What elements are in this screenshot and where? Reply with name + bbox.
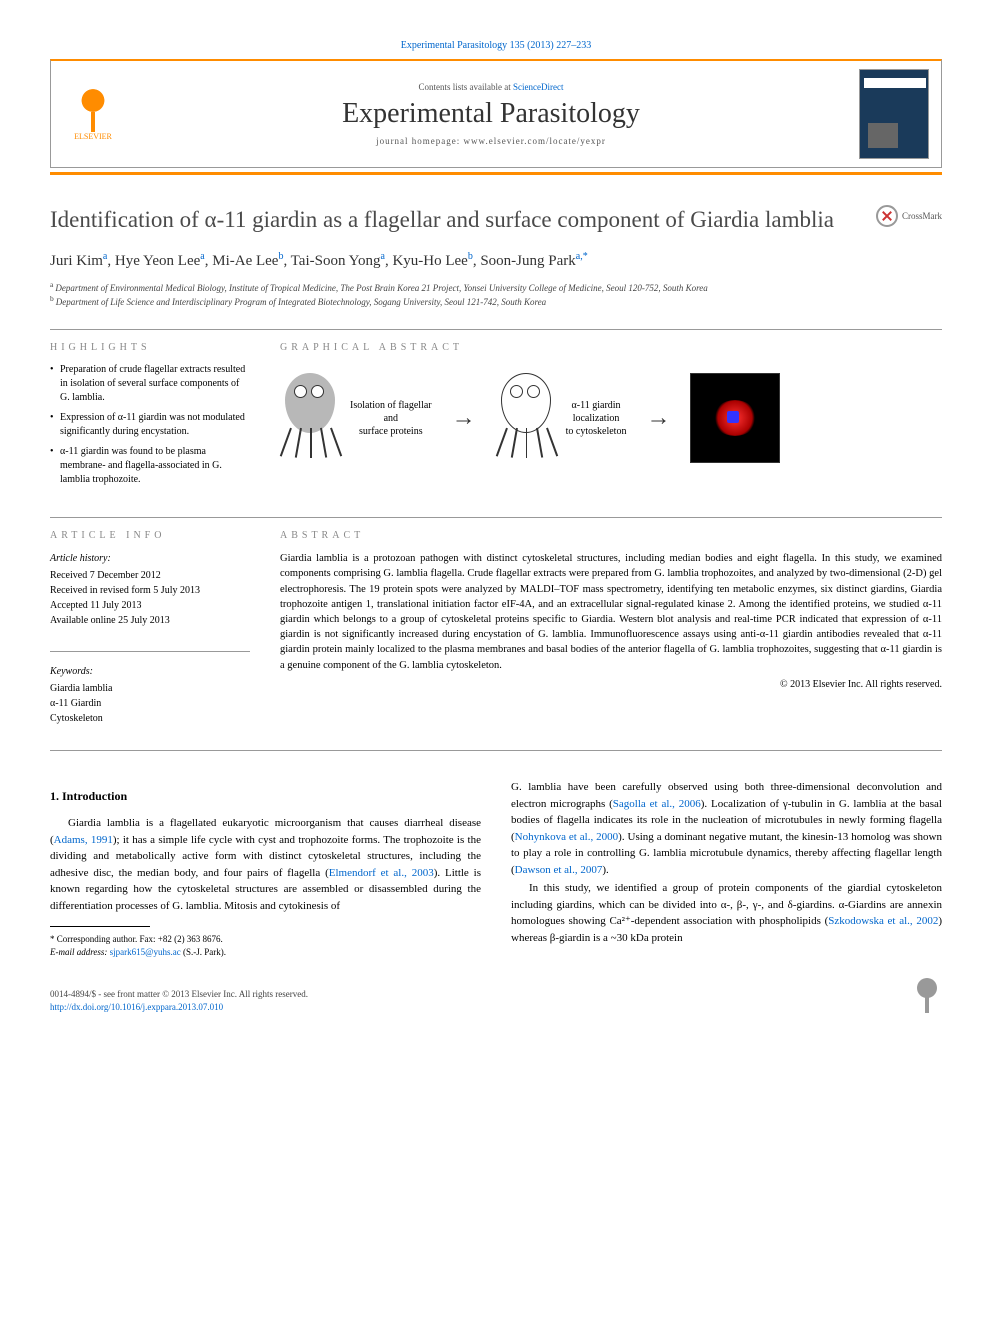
body-para: In this study, we identified a group of … — [511, 880, 942, 946]
abstract-text: Giardia lamblia is a protozoan pathogen … — [280, 551, 942, 673]
publisher-name: ELSEVIER — [74, 132, 112, 141]
crossmark-label: CrossMark — [902, 211, 942, 221]
affiliations: aDepartment of Environmental Medical Bio… — [50, 280, 942, 309]
highlights-row: HIGHLIGHTS Preparation of crude flagella… — [50, 342, 942, 493]
article-history: Article history: Received 7 December 201… — [50, 551, 250, 628]
highlight-item: α-11 giardin was found to be plasma memb… — [50, 445, 250, 487]
history-line: Received 7 December 2012 — [50, 568, 250, 583]
homepage-prefix: journal homepage: — [376, 136, 463, 146]
keywords-block: Keywords: Giardia lambliaα-11 GiardinCyt… — [50, 664, 250, 726]
corresponding-footnote: * Corresponding author. Fax: +82 (2) 363… — [50, 933, 481, 958]
highlights-label: HIGHLIGHTS — [50, 342, 250, 353]
micrograph-icon — [690, 373, 780, 463]
keywords-lines: Giardia lambliaα-11 GiardinCytoskeleton — [50, 681, 250, 726]
page-footer: 0014-4894/$ - see front matter © 2013 El… — [50, 978, 942, 1013]
citation-link[interactable]: Dawson et al., 2007 — [515, 864, 603, 876]
history-line: Accepted 11 July 2013 — [50, 598, 250, 613]
header-center: Contents lists available at ScienceDirec… — [123, 82, 859, 146]
highlight-item: Expression of α-11 giardin was not modul… — [50, 411, 250, 439]
page-container: Experimental Parasitology 135 (2013) 227… — [0, 0, 992, 1053]
keyword: Cytoskeleton — [50, 711, 250, 726]
trophozoite-outline-icon — [496, 373, 556, 463]
ga-label: GRAPHICAL ABSTRACT — [280, 342, 942, 353]
ga-step1: Isolation of flagellar and surface prote… — [280, 373, 432, 463]
history-line: Available online 25 July 2013 — [50, 613, 250, 628]
corr-author: * Corresponding author. Fax: +82 (2) 363… — [50, 933, 481, 946]
citation-link[interactable]: Sagolla et al., 2006 — [613, 798, 701, 810]
journal-title: Experimental Parasitology — [123, 98, 859, 130]
footer-left: 0014-4894/$ - see front matter © 2013 El… — [50, 988, 308, 1013]
accent-bar — [50, 172, 942, 175]
ga-step2: α-11 giardin localization to cytoskeleto… — [496, 373, 627, 463]
journal-header: ELSEVIER Contents lists available at Sci… — [50, 59, 942, 168]
body-para: G. lamblia have been carefully observed … — [511, 779, 942, 878]
divider — [50, 329, 942, 330]
article-title: Identification of α-11 giardin as a flag… — [50, 205, 856, 235]
elsevier-tree-icon — [73, 87, 113, 132]
elsevier-tree-small-icon — [912, 978, 942, 1013]
citation-link[interactable]: Elmendorf et al., 2003 — [329, 867, 434, 879]
issn-line: 0014-4894/$ - see front matter © 2013 El… — [50, 988, 308, 1001]
keyword: α-11 Giardin — [50, 696, 250, 711]
info-abstract-row: ARTICLE INFO Article history: Received 7… — [50, 530, 942, 726]
ga-step2-label: α-11 giardin localization to cytoskeleto… — [566, 399, 627, 438]
trophozoite-filled-icon — [280, 373, 340, 463]
graphical-abstract-col: GRAPHICAL ABSTRACT Isolat — [280, 342, 942, 493]
corr-email: E-mail address: sjpark615@yuhs.ac (S.-J.… — [50, 946, 481, 959]
highlight-item: Preparation of crude flagellar extracts … — [50, 363, 250, 405]
authors-list: Juri Kima, Hye Yeon Leea, Mi-Ae Leeb, Ta… — [50, 251, 942, 270]
intro-heading: 1. Introduction — [50, 787, 481, 805]
divider — [50, 517, 942, 518]
arrow-right-icon: → — [452, 405, 476, 432]
highlights-col: HIGHLIGHTS Preparation of crude flagella… — [50, 342, 250, 493]
keyword: Giardia lamblia — [50, 681, 250, 696]
abstract-label: ABSTRACT — [280, 530, 942, 541]
homepage-line: journal homepage: www.elsevier.com/locat… — [123, 136, 859, 146]
abstract-col: ABSTRACT Giardia lamblia is a protozoan … — [280, 530, 942, 726]
sciencedirect-link[interactable]: ScienceDirect — [513, 82, 563, 92]
ga-step1-label: Isolation of flagellar and surface prote… — [350, 399, 432, 438]
copyright: © 2013 Elsevier Inc. All rights reserved… — [280, 679, 942, 690]
article-info-label: ARTICLE INFO — [50, 530, 250, 541]
highlights-list: Preparation of crude flagellar extracts … — [50, 363, 250, 487]
citation-link[interactable]: Adams, 1991 — [54, 834, 113, 846]
divider — [50, 750, 942, 751]
history-line: Received in revised form 5 July 2013 — [50, 583, 250, 598]
history-heading: Article history: — [50, 551, 250, 566]
crossmark-badge[interactable]: CrossMark — [876, 205, 942, 227]
elsevier-logo[interactable]: ELSEVIER — [63, 79, 123, 149]
journal-citation: Experimental Parasitology 135 (2013) 227… — [50, 40, 942, 51]
body-para: Giardia lamblia is a flagellated eukaryo… — [50, 815, 481, 914]
history-lines: Received 7 December 2012Received in revi… — [50, 568, 250, 628]
crossmark-icon — [876, 205, 898, 227]
title-row: Identification of α-11 giardin as a flag… — [50, 205, 942, 235]
contents-prefix: Contents lists available at — [419, 82, 513, 92]
arrow-right-icon: → — [646, 405, 670, 432]
graphical-abstract: Isolation of flagellar and surface prote… — [280, 363, 942, 473]
contents-line: Contents lists available at ScienceDirec… — [123, 82, 859, 92]
email-link[interactable]: sjpark615@yuhs.ac — [110, 947, 181, 957]
footnote-separator — [50, 926, 150, 927]
homepage-url[interactable]: www.elsevier.com/locate/yexpr — [464, 136, 606, 146]
citation-link[interactable]: Nohynkova et al., 2000 — [515, 831, 619, 843]
keywords-heading: Keywords: — [50, 664, 250, 679]
doi-link[interactable]: http://dx.doi.org/10.1016/j.exppara.2013… — [50, 1002, 223, 1012]
body-text: 1. Introduction Giardia lamblia is a fla… — [50, 779, 942, 958]
divider — [50, 651, 250, 652]
journal-cover-thumb[interactable] — [859, 69, 929, 159]
citation-link[interactable]: Szkodowska et al., 2002 — [828, 915, 938, 927]
article-info-col: ARTICLE INFO Article history: Received 7… — [50, 530, 250, 726]
